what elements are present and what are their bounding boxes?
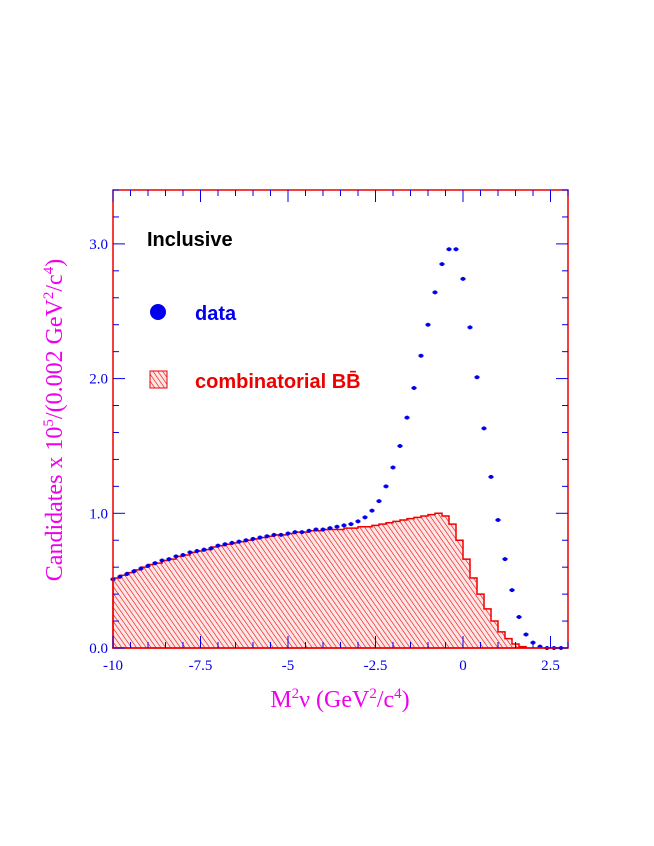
data-point <box>510 588 514 593</box>
data-point <box>426 322 430 327</box>
data-point <box>454 247 458 252</box>
histogram-layer <box>112 512 568 649</box>
data-point <box>279 532 283 537</box>
data-point <box>146 563 150 568</box>
axis-ticks <box>112 189 569 649</box>
data-point <box>174 554 178 559</box>
data-point <box>223 542 227 547</box>
x-axis-title: M2ν (GeV2/c4) <box>270 686 409 713</box>
x-tick-label: -2.5 <box>364 658 388 674</box>
data-point <box>202 547 206 552</box>
data-point <box>489 474 493 479</box>
data-point <box>447 247 451 252</box>
histogram-fill <box>113 513 568 648</box>
y-axis-title: Candidates x 105/(0.002 GeV2/c4) <box>41 259 68 581</box>
data-point <box>363 515 367 520</box>
data-point <box>328 526 332 531</box>
y-tick-label: 1.0 <box>89 506 108 522</box>
data-point <box>132 569 136 574</box>
data-point <box>181 553 185 558</box>
data-point <box>356 519 360 524</box>
x-tick-label: -7.5 <box>189 658 213 674</box>
legend-data-marker <box>150 304 166 320</box>
data-point <box>412 386 416 391</box>
data-point <box>195 549 199 554</box>
data-point <box>188 550 192 555</box>
data-point <box>286 531 290 536</box>
data-point <box>244 538 248 543</box>
data-point <box>503 557 507 562</box>
data-point <box>440 262 444 267</box>
data-point <box>496 518 500 523</box>
data-point <box>475 375 479 380</box>
x-tick-label: 0 <box>459 658 467 674</box>
legend-data-label: data <box>195 303 237 325</box>
data-point <box>300 530 304 535</box>
data-point <box>293 530 297 535</box>
data-point <box>419 353 423 358</box>
y-tick-label: 0.0 <box>89 641 108 657</box>
data-point <box>384 484 388 489</box>
data-point <box>461 276 465 281</box>
data-point <box>237 539 241 544</box>
data-point <box>342 523 346 528</box>
y-tick-labels: 0.0 1.0 2.0 3.0 <box>89 237 108 657</box>
data-point <box>118 574 122 579</box>
legend-bb-marker <box>149 370 168 389</box>
data-point <box>314 527 318 532</box>
data-point <box>433 290 437 295</box>
data-point <box>258 535 262 540</box>
y-tick-label: 3.0 <box>89 237 108 253</box>
data-point <box>517 615 521 620</box>
x-tick-labels: -10 -7.5 -5 -2.5 0 2.5 <box>103 658 560 674</box>
data-point <box>370 508 374 513</box>
data-point <box>167 557 171 562</box>
data-point <box>349 522 353 527</box>
data-point <box>153 561 157 566</box>
data-point <box>216 543 220 548</box>
data-point <box>307 528 311 533</box>
data-point <box>265 534 269 539</box>
data-point <box>139 566 143 571</box>
data-point <box>482 426 486 431</box>
x-tick-label: -5 <box>282 658 295 674</box>
data-points-layer <box>110 247 564 650</box>
data-point <box>230 540 234 545</box>
data-point <box>125 571 129 576</box>
data-point <box>251 536 255 541</box>
data-point <box>377 499 381 504</box>
data-point <box>209 546 213 551</box>
data-point <box>335 524 339 529</box>
data-point <box>321 527 325 532</box>
data-point <box>272 532 276 537</box>
data-point <box>391 465 395 470</box>
chart-title: Inclusive <box>147 229 233 251</box>
data-point <box>468 325 472 330</box>
x-tick-label: -10 <box>103 658 123 674</box>
y-tick-label: 2.0 <box>89 372 108 388</box>
data-point <box>405 415 409 420</box>
data-point <box>398 443 402 448</box>
data-point <box>524 632 528 637</box>
x-tick-label: 2.5 <box>541 658 560 674</box>
legend-bb-label: combinatorial BB̄ <box>195 371 361 393</box>
data-point <box>160 558 164 563</box>
